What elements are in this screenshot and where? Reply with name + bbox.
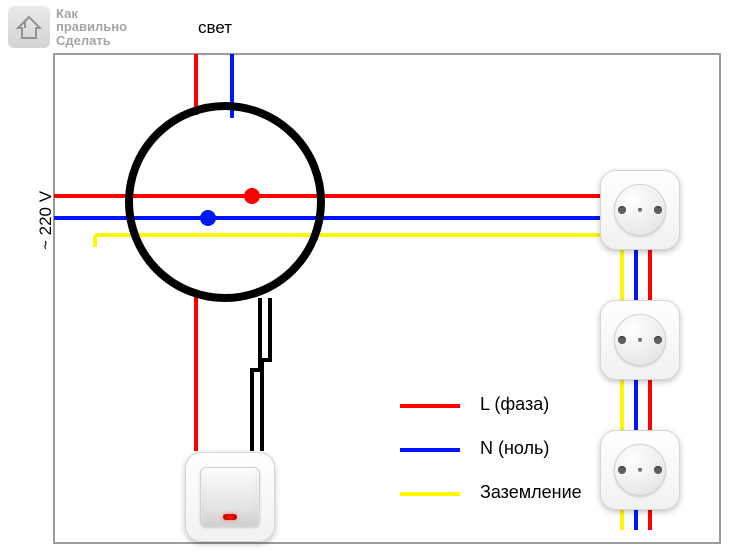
legend-label: L (фаза) xyxy=(480,394,549,415)
legend-color-swatch xyxy=(400,448,460,452)
socket-face xyxy=(614,444,666,496)
legend-label: Заземление xyxy=(480,482,582,503)
socket-face xyxy=(614,184,666,236)
label-light: свет xyxy=(198,18,232,38)
site-watermark: Как правильно Сделать xyxy=(8,6,127,48)
power-socket[interactable] xyxy=(600,430,680,510)
watermark-text: Как правильно Сделать xyxy=(56,7,127,48)
switch-rocker[interactable] xyxy=(200,467,260,527)
power-socket[interactable] xyxy=(600,300,680,380)
light-switch[interactable] xyxy=(185,452,275,542)
socket-face xyxy=(614,314,666,366)
legend-color-swatch xyxy=(400,492,460,496)
switch-indicator-led xyxy=(223,514,237,520)
watermark-house-icon xyxy=(8,6,50,48)
watermark-line3: Сделать xyxy=(56,33,111,48)
legend-color-swatch xyxy=(400,404,460,408)
power-socket[interactable] xyxy=(600,170,680,250)
label-voltage: ~ 220 V xyxy=(36,191,56,250)
legend-label: N (ноль) xyxy=(480,438,549,459)
